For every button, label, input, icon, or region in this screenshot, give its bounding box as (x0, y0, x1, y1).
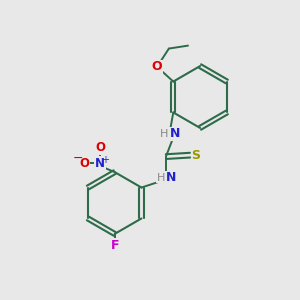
Text: F: F (110, 238, 119, 252)
Text: O: O (95, 141, 105, 154)
Text: H: H (156, 173, 165, 183)
Text: N: N (166, 171, 176, 184)
Text: H: H (160, 129, 169, 139)
Text: N: N (95, 157, 105, 170)
Text: O: O (152, 60, 162, 73)
Text: N: N (169, 127, 180, 140)
Text: S: S (191, 149, 200, 162)
Text: −: − (73, 152, 83, 164)
Text: O: O (79, 157, 89, 170)
Text: +: + (101, 155, 109, 165)
